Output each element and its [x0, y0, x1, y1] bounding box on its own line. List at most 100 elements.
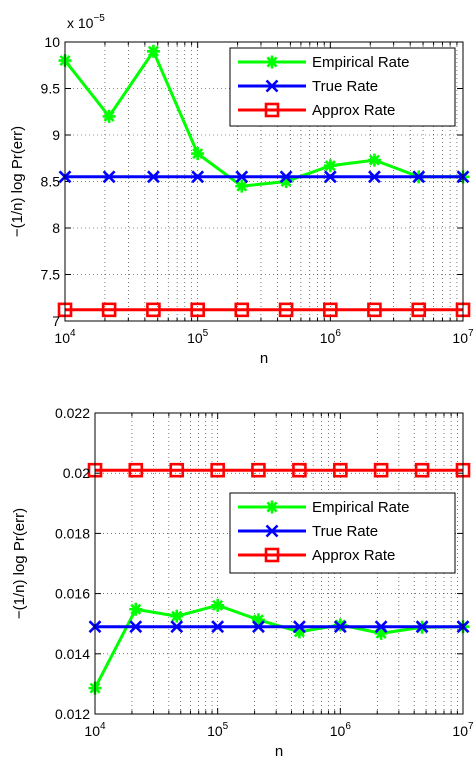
y-tick-label: 9.5 [41, 81, 61, 97]
x-tick-base: 10 [320, 330, 336, 346]
data-point [367, 302, 382, 318]
data-point [411, 302, 427, 318]
data-point [147, 170, 160, 184]
data-point [146, 44, 160, 58]
data-point [292, 462, 307, 478]
data-point [323, 302, 338, 318]
data-point [129, 602, 143, 616]
data-point [323, 159, 337, 173]
legend-label: True Rate [312, 78, 378, 95]
x-tick-exponent: 6 [335, 328, 341, 339]
data-point [374, 626, 388, 640]
data-point [412, 170, 426, 184]
data-point [128, 462, 144, 478]
y-tick-label: 7.5 [41, 267, 61, 283]
data-point [169, 462, 185, 478]
x-tick-label: 104 [54, 328, 76, 346]
data-point [191, 147, 205, 161]
x-tick-base: 10 [207, 723, 223, 739]
y-tick-label: 9 [52, 127, 60, 143]
data-point [279, 175, 293, 188]
legend-swatch-marker [265, 55, 279, 69]
legend-swatch-marker [265, 524, 279, 538]
y-multiplier-base: x 10 [67, 15, 94, 31]
data-point [251, 613, 265, 627]
y-tick-label: 8.5 [41, 174, 61, 190]
data-point [190, 302, 205, 318]
x-tick-base: 10 [330, 723, 346, 739]
data-point [292, 625, 306, 639]
x-tick-exponent: 6 [345, 721, 351, 732]
x-tick-label: 106 [330, 721, 352, 739]
x-tick-label: 104 [84, 721, 106, 739]
data-point [333, 462, 348, 478]
legend-swatch-marker [265, 79, 279, 93]
legend: Empirical Rate True Rate Approx Rate [229, 47, 456, 127]
data-point [211, 598, 225, 612]
legend-label: Approx Rate [312, 547, 395, 564]
x-tick-exponent: 5 [223, 721, 229, 732]
x-tick-label: 106 [320, 328, 342, 346]
data-point [234, 302, 250, 318]
series-line [63, 48, 463, 188]
data-point [367, 153, 381, 167]
data-point [101, 302, 117, 318]
data-point [374, 620, 388, 634]
x-tick-exponent: 7 [468, 328, 474, 339]
data-point [170, 620, 184, 634]
axes-box [64, 41, 464, 322]
data-point [129, 620, 143, 634]
grid [65, 42, 463, 321]
data-point [235, 179, 249, 193]
data-point [293, 620, 306, 634]
x-tick-label: 105 [207, 721, 229, 739]
x-tick-base: 10 [452, 330, 468, 346]
x-tick-base: 10 [452, 723, 468, 739]
data-point [235, 170, 249, 184]
y-tick-label: 0.022 [55, 405, 90, 421]
x-axis-label: n [275, 743, 283, 760]
y-tick-label: 0.016 [55, 586, 90, 602]
data-point [279, 170, 293, 184]
legend-swatch-marker [264, 102, 280, 118]
x-tick-exponent: 7 [468, 721, 474, 732]
axes-box [94, 412, 464, 715]
legend-label: True Rate [312, 523, 378, 540]
x-tick-label: 105 [187, 328, 209, 346]
data-point [278, 302, 294, 318]
data-point [211, 620, 225, 634]
series-true-rate [58, 170, 470, 184]
y-axis-label: −(1/n) log Pr(err) [9, 126, 26, 237]
x-tick-label: 107 [452, 721, 474, 739]
data-point [251, 462, 266, 478]
legend-label: Approx Rate [312, 102, 395, 119]
data-point [323, 170, 337, 184]
legend-swatch-marker [265, 500, 279, 514]
y-tick-label: 8 [52, 220, 60, 236]
y-axis-label: −(1/n) log Pr(err) [11, 508, 28, 619]
x-tick-exponent: 5 [203, 328, 209, 339]
x-tick-base: 10 [187, 330, 203, 346]
y-tick-label: 0.014 [55, 646, 90, 662]
legend-swatch-marker [264, 547, 280, 563]
data-point [102, 109, 116, 123]
y-tick-label: 0.02 [63, 465, 90, 481]
data-point [210, 462, 225, 478]
data-point [415, 620, 429, 634]
y-tick-label: 10 [44, 34, 60, 50]
y-axis-multiplier: x 10−5 [67, 13, 105, 31]
x-tick-exponent: 4 [100, 721, 106, 732]
data-point [414, 462, 430, 478]
x-tick-label: 107 [452, 328, 474, 346]
data-point [368, 170, 381, 184]
data-point [146, 302, 161, 318]
x-axis-label: n [260, 350, 268, 367]
y-multiplier-exponent: −5 [93, 13, 105, 24]
data-point [373, 462, 389, 478]
x-tick-base: 10 [84, 723, 100, 739]
legend: Empirical Rate True Rate Approx Rate [229, 492, 456, 574]
legend-label: Empirical Rate [312, 499, 410, 516]
x-tick-base: 10 [54, 330, 70, 346]
